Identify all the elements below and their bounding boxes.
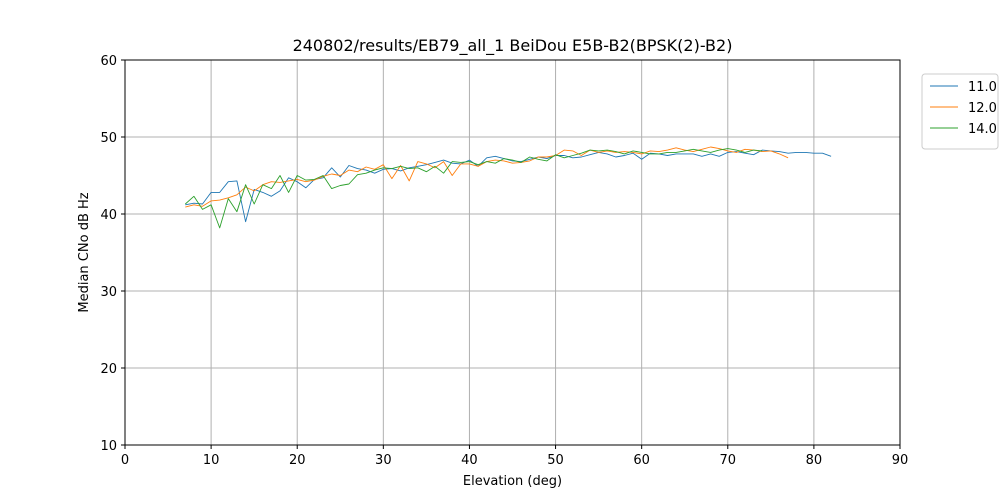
y-tick-label: 50 <box>100 131 117 146</box>
legend-box <box>921 73 999 150</box>
x-tick-label: 90 <box>892 453 909 468</box>
legend: 11.0 12.0 14.0 <box>921 73 999 150</box>
legend-label: 11.0 <box>968 80 997 95</box>
y-tick-label: 10 <box>100 439 117 454</box>
series-line-14-0 <box>184 148 763 229</box>
y-tick-label: 40 <box>100 208 117 223</box>
plot-frame <box>124 59 901 446</box>
chart-title: 240802/results/EB79_all_1 BeiDou E5B-B2(… <box>293 36 733 56</box>
x-axis-label: Elevation (deg) <box>463 474 562 489</box>
axis-ticks: 0 10 20 30 40 50 60 70 80 90 10 20 30 40 50 60 <box>100 54 908 468</box>
legend-label: 12.0 <box>968 101 997 116</box>
x-tick-label: 40 <box>461 453 478 468</box>
x-tick-label: 60 <box>633 453 650 468</box>
y-tick-label: 60 <box>100 54 117 69</box>
x-tick-label: 10 <box>203 453 220 468</box>
x-tick-label: 0 <box>121 453 129 468</box>
x-tick-label: 50 <box>547 453 564 468</box>
y-tick-label: 20 <box>100 362 117 377</box>
x-tick-label: 80 <box>806 453 823 468</box>
y-axis-label: Median CNo dB Hz <box>77 192 92 312</box>
x-tick-label: 70 <box>720 453 737 468</box>
y-tick-label: 30 <box>100 285 117 300</box>
x-tick-label: 30 <box>375 453 392 468</box>
series-lines <box>184 146 832 229</box>
x-tick-label: 20 <box>289 453 306 468</box>
legend-label: 14.0 <box>968 122 997 137</box>
